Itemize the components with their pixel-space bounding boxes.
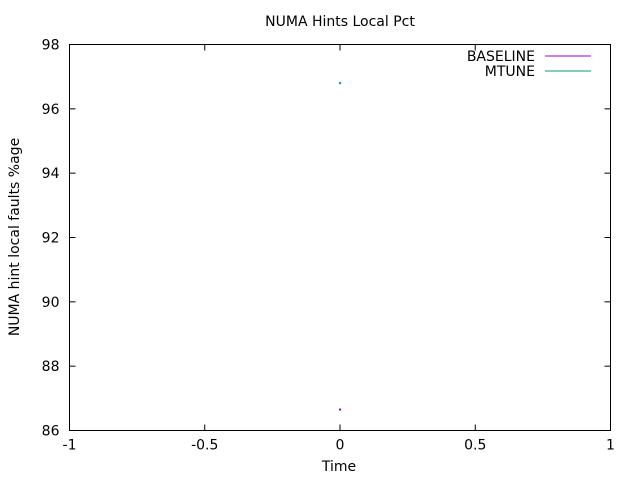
x-tick-label: 0 <box>336 438 345 454</box>
legend-label-mtune: MTUNE <box>485 64 535 80</box>
plot-frame <box>69 44 611 431</box>
y-tick-label: 96 <box>42 102 60 118</box>
y-tick-label: 98 <box>42 38 60 54</box>
legend-label-baseline: BASELINE <box>467 49 535 65</box>
x-tick-label: -1 <box>63 438 77 454</box>
y-tick-label: 94 <box>42 166 60 182</box>
y-axis-label: NUMA hint local faults %age <box>7 138 23 336</box>
x-tick-label: 1 <box>606 438 615 454</box>
y-tick-label: 86 <box>42 424 60 440</box>
chart-title: NUMA Hints Local Pct <box>265 14 415 30</box>
x-tick-label: -0.5 <box>191 438 218 454</box>
data-point-mtune <box>339 82 341 85</box>
x-tick-label: 0.5 <box>464 438 486 454</box>
y-tick-label: 90 <box>42 295 60 311</box>
x-axis-label: Time <box>321 459 356 475</box>
y-tick-label: 88 <box>42 359 60 375</box>
data-point-baseline <box>339 408 341 411</box>
y-tick-label: 92 <box>42 231 60 247</box>
